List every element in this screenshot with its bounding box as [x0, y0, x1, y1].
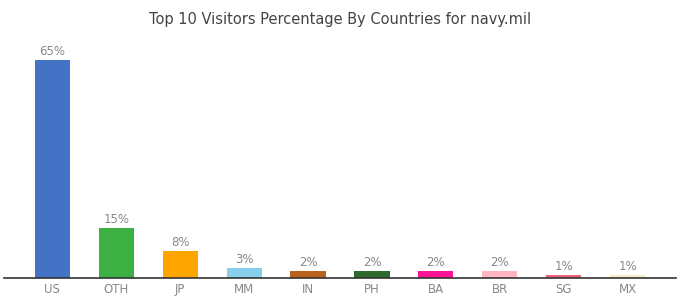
Text: 2%: 2%: [362, 256, 381, 269]
Bar: [35, 59, 70, 278]
Bar: [546, 274, 581, 278]
Bar: [99, 228, 134, 278]
Bar: [354, 271, 390, 278]
Text: 8%: 8%: [171, 236, 190, 249]
Bar: [226, 268, 262, 278]
Bar: [290, 271, 326, 278]
Text: 15%: 15%: [103, 212, 129, 226]
Text: 1%: 1%: [618, 260, 637, 273]
Bar: [418, 271, 454, 278]
Text: 2%: 2%: [426, 256, 445, 269]
Text: 2%: 2%: [490, 256, 509, 269]
Text: Top 10 Visitors Percentage By Countries for navy.mil: Top 10 Visitors Percentage By Countries …: [149, 12, 531, 27]
Text: 1%: 1%: [554, 260, 573, 273]
Bar: [482, 271, 517, 278]
Bar: [163, 251, 198, 278]
Text: 2%: 2%: [299, 256, 318, 269]
Text: 65%: 65%: [39, 44, 65, 58]
Text: 3%: 3%: [235, 253, 254, 266]
Bar: [610, 274, 645, 278]
